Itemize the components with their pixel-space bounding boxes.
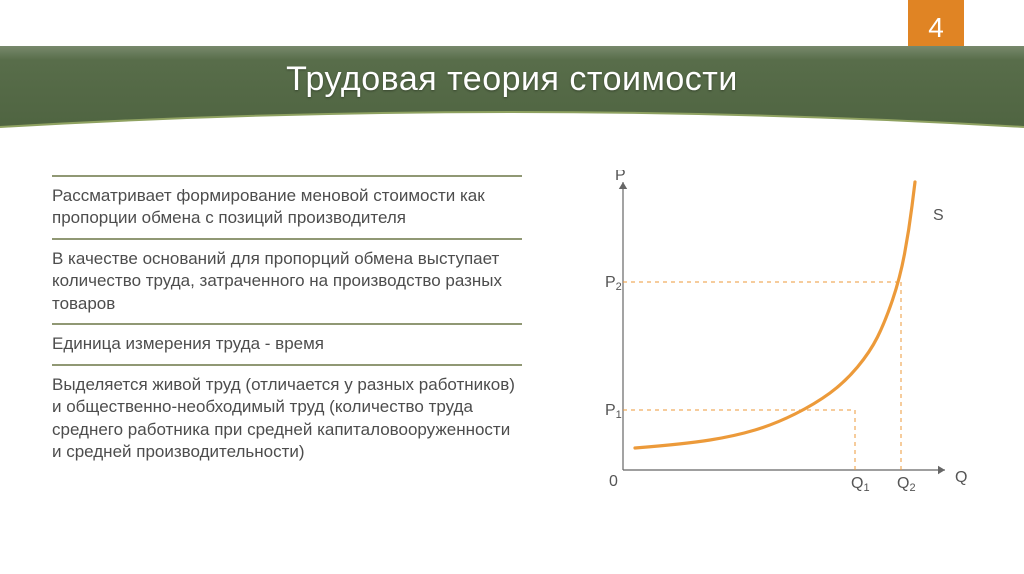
svg-text:S: S [933,207,944,224]
header-curve-cutout [0,109,1024,139]
svg-text:P2: P2 [605,274,622,293]
svg-text:Q1: Q1 [851,475,870,494]
paragraph: Единица измерения труда - время [52,323,522,363]
paragraph: Рассматривает формирование меновой стоим… [52,175,522,238]
svg-text:P: P [615,170,626,184]
svg-text:P1: P1 [605,402,622,421]
content-paragraphs: Рассматривает формирование меновой стоим… [52,175,522,471]
supply-curve-chart: P Q 0 S P1 P2 Q1 Q2 [575,170,975,510]
svg-text:Q2: Q2 [897,475,916,494]
page-number: 4 [928,12,944,44]
paragraph: В качестве оснований для пропорций обмен… [52,238,522,323]
svg-text:Q: Q [955,469,967,486]
svg-text:0: 0 [609,473,618,490]
slide-title: Трудовая теория стоимости [0,60,1024,99]
paragraph: Выделяется живой труд (отличается у разн… [52,364,522,472]
